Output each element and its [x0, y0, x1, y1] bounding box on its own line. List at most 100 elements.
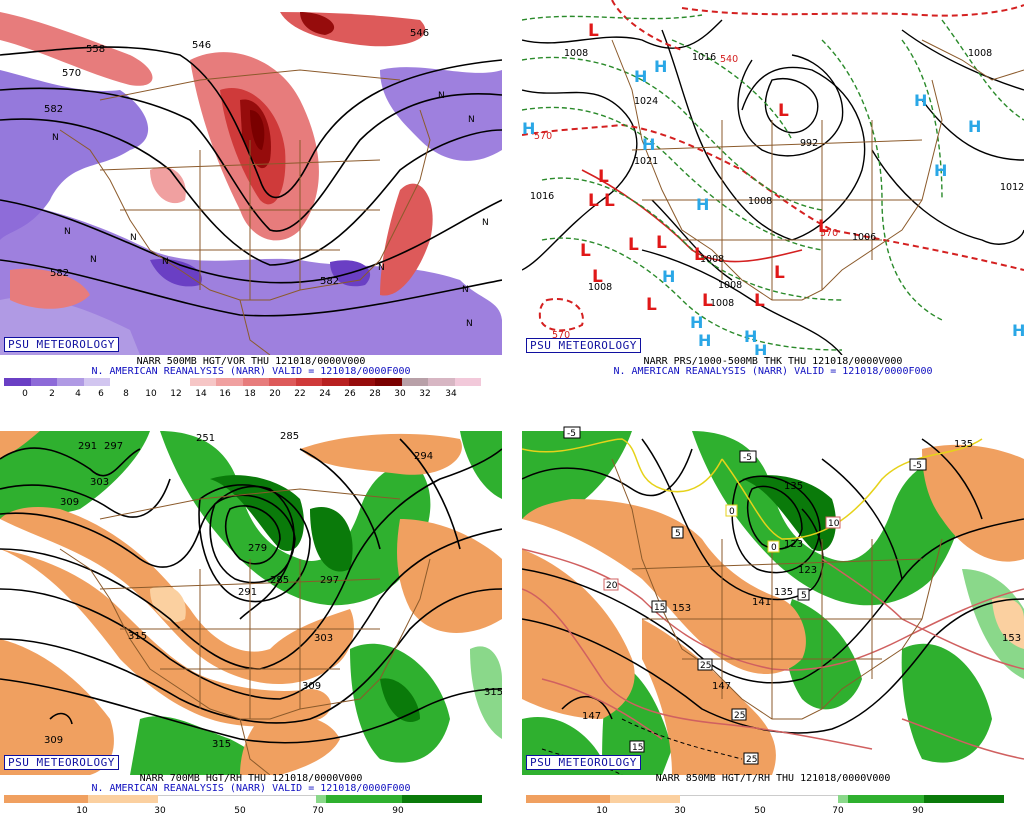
svg-text:5: 5	[801, 591, 807, 601]
high-pressure-marker: H	[968, 117, 981, 136]
height-label: 135	[774, 587, 793, 598]
isotherm-label: 25	[697, 658, 713, 671]
height-label: 147	[582, 711, 601, 722]
high-pressure-marker: H	[744, 327, 757, 346]
contour-label: 291	[78, 441, 97, 452]
colorbar-tick: 8	[123, 389, 129, 399]
height-label: 153	[1002, 633, 1021, 644]
low-pressure-marker: L	[592, 267, 603, 287]
svg-text:-5: -5	[567, 429, 576, 439]
psu-meteorology-label: PSU METEOROLOGY	[4, 337, 119, 352]
colorbar-swatch	[838, 795, 848, 803]
contour-label: 251	[196, 433, 215, 444]
svg-text:-5: -5	[743, 453, 752, 463]
isobar-label: 1008	[710, 298, 734, 309]
colorbar-swatch	[4, 795, 88, 803]
isobar-label: 1006	[852, 232, 876, 243]
colorbar-swatch	[610, 795, 680, 803]
colorbar-tick: 32	[419, 389, 431, 399]
contour-label: 309	[302, 681, 321, 692]
colorbar-tick: 70	[312, 806, 324, 816]
panel-700mb-rh: 291 297 303 309 279 285 291 297 303 309 …	[0, 419, 502, 819]
contour-label: 297	[104, 441, 123, 452]
colorbar-swatch	[326, 795, 402, 803]
thickness-label: 570	[534, 131, 552, 142]
svg-text:0: 0	[771, 543, 777, 553]
svg-text:15: 15	[632, 743, 643, 753]
contour-label: 291	[238, 587, 257, 598]
map-surface: 1008 1016 1024 1021 1016 992 1008 1008 1…	[522, 0, 1024, 355]
colorbar-tick: 6	[98, 389, 104, 399]
vort-min-marker: N	[64, 227, 71, 237]
isotherm-label: 15	[629, 740, 645, 753]
colorbar-swatch	[295, 378, 322, 386]
colorbar-swatch	[348, 378, 375, 386]
contour-label: 303	[90, 477, 109, 488]
isotherm-label: -5	[909, 458, 927, 471]
colorbar-swatch	[189, 378, 216, 386]
isobar-label: 1016	[692, 52, 716, 63]
colorbar-swatch	[30, 378, 57, 386]
colorbar-swatch	[216, 378, 243, 386]
colorbar-tick: 12	[170, 389, 182, 399]
colorbar-tick: 24	[319, 389, 331, 399]
colorbar-tick: 30	[394, 389, 406, 399]
colorbar-tick: 22	[294, 389, 306, 399]
psu-meteorology-label: PSU METEOROLOGY	[4, 755, 119, 770]
high-pressure-marker: H	[698, 331, 711, 350]
high-pressure-marker: H	[914, 91, 927, 110]
svg-text:0: 0	[729, 507, 735, 517]
colorbar-swatch	[526, 795, 610, 803]
isobar-label: 992	[800, 138, 818, 149]
height-label: 141	[752, 597, 771, 608]
contour-label: 315	[212, 739, 231, 750]
vort-min-marker: N	[438, 91, 445, 101]
colorbar-tick: 14	[195, 389, 207, 399]
low-pressure-marker: L	[604, 191, 615, 211]
contour-label: 570	[62, 68, 81, 79]
contour-label: 279	[248, 543, 267, 554]
vort-min-marker: N	[466, 319, 473, 329]
caption-title: NARR PRS/1000-500MB THK THU 121018/0000V…	[643, 356, 903, 367]
low-pressure-marker: L	[774, 263, 785, 283]
svg-text:15: 15	[654, 603, 665, 613]
vort-min-marker: N	[52, 133, 59, 143]
high-pressure-marker: H	[654, 57, 667, 76]
height-label: 123	[784, 539, 803, 550]
colorbar-tick: 30	[154, 806, 166, 816]
colorbar-swatch	[375, 378, 402, 386]
colorbar-tick: 90	[912, 806, 924, 816]
low-pressure-marker: L	[694, 245, 705, 265]
caption-valid: N. AMERICAN REANALYSIS (NARR) VALID = 12…	[613, 366, 933, 377]
vort-min-marker: N	[482, 218, 489, 228]
contour-label: 309	[60, 497, 79, 508]
colorbar-tick: 28	[369, 389, 381, 399]
colorbar-swatch	[242, 378, 269, 386]
caption-valid: N. AMERICAN REANALYSIS (NARR) VALID = 12…	[91, 366, 411, 377]
colorbar-tick: 50	[754, 806, 766, 816]
isotherm-label: 25	[743, 752, 759, 765]
colorbar-swatch	[454, 378, 481, 386]
contour-label: 297	[320, 575, 339, 586]
colorbar-tick: 34	[445, 389, 457, 399]
colorbar-tick: 16	[219, 389, 231, 399]
contour-label: 546	[410, 28, 429, 39]
colorbar-swatch	[57, 378, 84, 386]
height-label: 153	[672, 603, 691, 614]
contour-label: 315	[128, 631, 147, 642]
low-pressure-marker: L	[580, 241, 591, 261]
psu-meteorology-label: PSU METEOROLOGY	[526, 338, 641, 353]
low-pressure-marker: L	[818, 217, 829, 237]
thickness-label: 540	[720, 54, 738, 65]
contour-label: 582	[44, 104, 63, 115]
colorbar-swatch	[924, 795, 1004, 803]
contour-label: 294	[414, 451, 433, 462]
psu-meteorology-label: PSU METEOROLOGY	[526, 755, 641, 770]
contour-label: 546	[192, 40, 211, 51]
isotherm-label: 10	[825, 516, 841, 529]
vort-min-marker: N	[162, 257, 169, 267]
low-pressure-marker: L	[646, 295, 657, 315]
colorbar-tick: 4	[75, 389, 81, 399]
isobar-label: 1008	[718, 280, 742, 291]
high-pressure-marker: H	[690, 313, 703, 332]
